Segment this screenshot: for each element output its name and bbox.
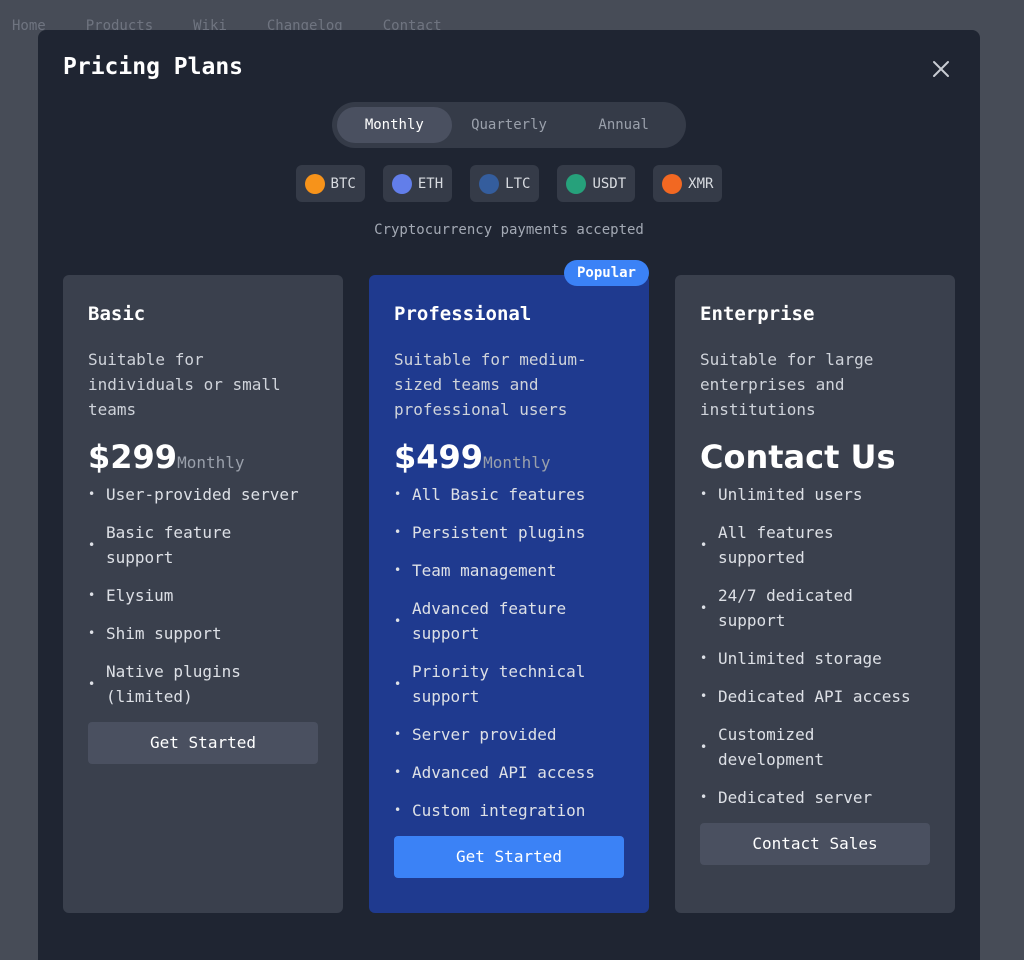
feature-item: 24/7 dedicated support <box>700 583 930 633</box>
plan-card: Basic Suitable for individuals or small t… <box>63 275 343 913</box>
feature-text: Dedicated server <box>718 788 873 807</box>
billing-option[interactable]: Quarterly <box>471 117 547 133</box>
currency-symbol: BTC <box>330 175 356 192</box>
feature-item: Persistent plugins <box>394 520 624 545</box>
feature-text: Elysium <box>106 586 174 605</box>
feature-text: Advanced API access <box>412 763 596 782</box>
currency-chip: ETH <box>382 165 453 202</box>
feature-text: Unlimited storage <box>718 649 882 668</box>
feature-item: Dedicated API access <box>700 684 930 709</box>
plan-description: Suitable for large enterprises and insti… <box>700 350 874 419</box>
currency-symbol: LTC <box>505 175 531 192</box>
feature-item: Custom integration <box>394 798 624 823</box>
plan-name: Basic <box>88 303 146 325</box>
currency-chip: LTC <box>470 165 540 202</box>
feature-item: Native plugins (limited) <box>88 659 318 709</box>
feature-list: User-provided server Basic feature suppor… <box>88 482 318 709</box>
feature-text: Native plugins (limited) <box>106 662 241 706</box>
feature-item: Customized development <box>700 722 930 772</box>
feature-item: All Basic features <box>394 482 624 507</box>
currency-chip: BTC <box>295 165 365 202</box>
price-row: Contact Us <box>700 438 930 476</box>
plan-description: Suitable for individuals or small teams <box>88 350 281 419</box>
feature-item: Priority technical support <box>394 659 624 709</box>
currency-icon <box>662 173 683 194</box>
plan-name: Professional <box>394 303 532 325</box>
feature-text: Advanced feature support <box>412 599 567 643</box>
feature-text: Dedicated API access <box>718 687 911 706</box>
feature-text: All features supported <box>718 523 834 567</box>
billing-option[interactable]: Annual <box>598 117 649 133</box>
close-button[interactable] <box>930 58 952 80</box>
feature-text: Server provided <box>412 725 557 744</box>
feature-text: Team management <box>412 561 557 580</box>
crypto-note: Cryptocurrency payments accepted <box>374 222 644 238</box>
feature-item: Dedicated server <box>700 785 930 810</box>
currency-symbol: XMR <box>688 175 714 192</box>
plan-price: Contact Us <box>700 438 896 476</box>
feature-text: Basic feature support <box>106 523 232 567</box>
plan-card: Popular Professional Suitable for medium-s… <box>369 260 649 913</box>
feature-item: User-provided server <box>88 482 318 507</box>
feature-item: Advanced feature support <box>394 596 624 646</box>
currency-chip: XMR <box>653 165 723 202</box>
price-row: $499 Monthly <box>394 438 624 476</box>
plan-card: Enterprise Suitable for large enterprises… <box>675 275 955 913</box>
plan-price: $299 <box>88 438 178 476</box>
modal: Pricing Plans Monthly Quarterly Annual BTC… <box>38 30 980 960</box>
plan-button[interactable]: Get Started <box>394 836 624 878</box>
plan-price: $499 <box>394 438 484 476</box>
feature-item: Unlimited storage <box>700 646 930 671</box>
feature-item: Elysium <box>88 583 318 608</box>
currency-chip: USDT <box>557 165 636 202</box>
currency-icon <box>566 173 587 194</box>
plan-period: Monthly <box>483 453 551 472</box>
currency-symbol: ETH <box>417 175 444 192</box>
feature-text: User-provided server <box>106 485 299 504</box>
feature-item: Server provided <box>394 722 624 747</box>
price-row: $299 Monthly <box>88 438 318 476</box>
plan-description: Suitable for medium-sized teams and prof… <box>394 350 587 419</box>
billing-option[interactable]: Monthly <box>337 107 452 143</box>
plan-list: Basic Suitable for individuals or small t… <box>63 260 955 913</box>
feature-text: Custom integration <box>412 801 586 820</box>
plan-badge: Popular <box>563 260 649 286</box>
plan-button[interactable]: Contact Sales <box>700 823 930 865</box>
plan-button[interactable]: Get Started <box>88 722 318 764</box>
feature-item: Advanced API access <box>394 760 624 785</box>
feature-item: Shim support <box>88 621 318 646</box>
currency-icon <box>304 173 325 194</box>
feature-text: Unlimited users <box>718 485 863 504</box>
feature-text: Priority technical support <box>412 662 586 706</box>
feature-text: Shim support <box>106 624 222 643</box>
currency-list: BTC ETH LTC USDT XMR <box>38 165 980 202</box>
currency-symbol: USDT <box>592 175 627 192</box>
feature-text: 24/7 dedicated support <box>718 586 853 630</box>
feature-text: Customized development <box>718 725 824 769</box>
feature-item: All features supported <box>700 520 930 570</box>
currency-icon <box>479 173 500 194</box>
feature-list: All Basic features Persistent plugins Team… <box>394 482 624 823</box>
feature-item: Basic feature support <box>88 520 318 570</box>
nav-link: Home <box>12 18 46 34</box>
feature-text: Persistent plugins <box>412 523 586 542</box>
currency-icon <box>391 173 412 194</box>
feature-item: Team management <box>394 558 624 583</box>
feature-list: Unlimited users All features supported 24/… <box>700 482 930 810</box>
feature-text: All Basic features <box>412 485 586 504</box>
billing-toggle: Monthly Quarterly Annual <box>332 102 686 148</box>
plan-name: Enterprise <box>700 303 815 325</box>
plan-period: Monthly <box>177 453 245 472</box>
feature-item: Unlimited users <box>700 482 930 507</box>
modal-title: Pricing Plans <box>63 54 244 80</box>
